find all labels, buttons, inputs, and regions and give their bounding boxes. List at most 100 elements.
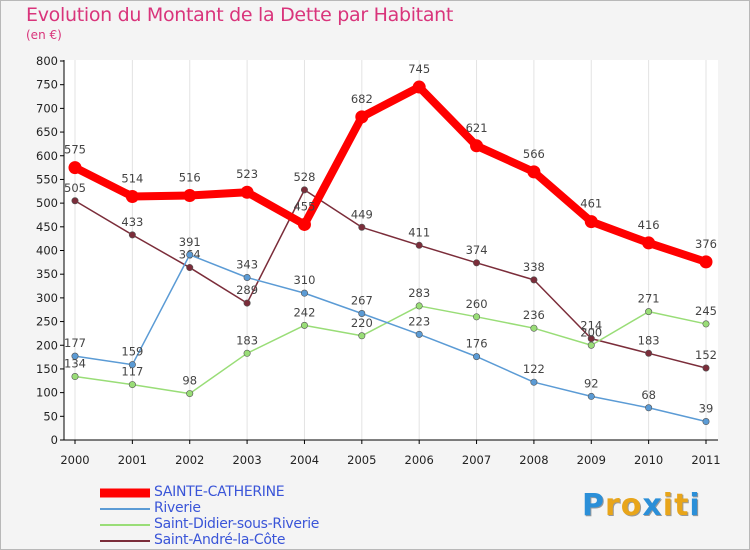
data-label-saint-andr-la-c-te-2004: 528: [293, 170, 315, 184]
point-saint-andr-la-c-te-2003: [243, 299, 251, 307]
x-tick-label-2000: 2000: [60, 453, 89, 467]
point-sainte-catherine-2005: [355, 110, 369, 124]
point-saint-andr-la-c-te-2000: [71, 197, 79, 205]
x-tick-label-2003: 2003: [232, 453, 261, 467]
data-label-riverie-2001: 159: [121, 345, 143, 359]
y-tick-label-750: 750: [36, 78, 58, 92]
point-saint-didier-sous-riverie-2002: [186, 390, 194, 398]
data-label-sainte-catherine-2004: 455: [293, 199, 315, 213]
x-tick-label-2006: 2006: [405, 453, 434, 467]
y-tick-label-350: 350: [36, 267, 58, 281]
point-saint-didier-sous-riverie-2006: [415, 302, 423, 310]
data-label-saint-andr-la-c-te-2006: 411: [408, 225, 430, 239]
plot-area: [64, 60, 718, 440]
data-label-saint-andr-la-c-te-2001: 433: [121, 215, 143, 229]
x-tick-label-2007: 2007: [462, 453, 491, 467]
logo-letter: o: [620, 488, 643, 523]
data-label-riverie-2005: 267: [351, 294, 373, 308]
point-saint-andr-la-c-te-2002: [186, 264, 194, 272]
point-sainte-catherine-2009: [584, 215, 598, 229]
data-label-riverie-2002: 391: [179, 235, 201, 249]
data-label-sainte-catherine-2003: 523: [236, 167, 258, 181]
point-sainte-catherine-2011: [699, 255, 713, 269]
point-saint-didier-sous-riverie-2005: [358, 332, 366, 340]
data-label-riverie-2004: 310: [293, 273, 315, 287]
data-label-saint-andr-la-c-te-2005: 449: [351, 207, 373, 221]
y-tick-label-100: 100: [36, 386, 58, 400]
data-label-riverie-2011: 39: [699, 402, 714, 416]
point-riverie-2000: [71, 352, 79, 360]
legend-label-saint-didier-sous-riverie: Saint-Didier-sous-Riverie: [154, 516, 320, 532]
data-label-sainte-catherine-2010: 416: [638, 218, 660, 232]
data-label-sainte-catherine-2011: 376: [695, 237, 717, 251]
point-saint-didier-sous-riverie-2004: [300, 321, 308, 329]
data-label-riverie-2009: 92: [584, 376, 599, 390]
point-saint-didier-sous-riverie-2009: [587, 341, 595, 349]
chart-subtitle: (en €): [26, 28, 62, 42]
data-label-riverie-2010: 68: [641, 388, 656, 402]
data-label-saint-didier-sous-riverie-2000: 134: [64, 357, 86, 371]
data-label-saint-didier-sous-riverie-2006: 283: [408, 286, 430, 300]
data-label-riverie-2003: 343: [236, 258, 258, 272]
point-riverie-2009: [587, 392, 595, 400]
logo-letter: i: [662, 488, 675, 523]
point-saint-andr-la-c-te-2008: [530, 276, 538, 284]
data-label-sainte-catherine-2008: 566: [523, 147, 545, 161]
point-saint-andr-la-c-te-2001: [128, 231, 136, 239]
point-riverie-2008: [530, 378, 538, 386]
point-sainte-catherine-2002: [183, 189, 197, 203]
point-riverie-2011: [702, 418, 710, 426]
data-label-sainte-catherine-2007: 621: [466, 121, 488, 135]
point-saint-andr-la-c-te-2004: [300, 186, 308, 194]
point-sainte-catherine-2008: [527, 165, 541, 179]
point-sainte-catherine-2003: [240, 185, 254, 199]
point-saint-andr-la-c-te-2010: [645, 349, 653, 357]
point-sainte-catherine-2007: [470, 139, 484, 153]
series-line-saint-andr-la-c-te: [74, 189, 707, 369]
series-line-sainte-catherine: [73, 83, 708, 266]
point-saint-andr-la-c-te-2006: [415, 241, 423, 249]
data-label-riverie-2000: 177: [64, 336, 86, 350]
y-tick-label-300: 300: [36, 291, 58, 305]
data-label-saint-didier-sous-riverie-2007: 260: [466, 297, 488, 311]
point-saint-didier-sous-riverie-2010: [645, 308, 653, 316]
y-tick-label-500: 500: [36, 196, 58, 210]
data-label-saint-didier-sous-riverie-2003: 183: [236, 333, 258, 347]
x-tick-label-2005: 2005: [347, 453, 376, 467]
point-riverie-2010: [645, 404, 653, 412]
point-saint-andr-la-c-te-2011: [702, 364, 710, 372]
x-tick-label-2008: 2008: [519, 453, 548, 467]
x-tick-label-2010: 2010: [634, 453, 663, 467]
data-label-sainte-catherine-2009: 461: [580, 197, 602, 211]
data-label-saint-didier-sous-riverie-2010: 271: [638, 292, 660, 306]
point-riverie-2002: [186, 251, 194, 259]
logo-letter: P: [582, 488, 605, 523]
data-label-sainte-catherine-2005: 682: [351, 92, 373, 106]
proxiti-logo: Proxiti: [582, 488, 701, 523]
y-tick-label-550: 550: [36, 172, 58, 186]
data-label-saint-andr-la-c-te-2008: 338: [523, 260, 545, 274]
x-tick-label-2001: 2001: [118, 453, 147, 467]
point-riverie-2003: [243, 274, 251, 282]
point-saint-didier-sous-riverie-2011: [702, 320, 710, 328]
data-label-saint-andr-la-c-te-2011: 152: [695, 348, 717, 362]
y-tick-label-200: 200: [36, 338, 58, 352]
y-tick-label-0: 0: [51, 433, 58, 447]
logo-letter: t: [674, 488, 690, 523]
y-tick-label-450: 450: [36, 220, 58, 234]
data-label-riverie-2007: 176: [466, 337, 488, 351]
data-label-saint-didier-sous-riverie-2005: 220: [351, 316, 373, 330]
point-saint-didier-sous-riverie-2001: [128, 381, 136, 389]
data-label-saint-andr-la-c-te-2000: 505: [64, 181, 86, 195]
y-tick-label-800: 800: [36, 54, 58, 68]
data-label-riverie-2006: 223: [408, 314, 430, 328]
point-saint-andr-la-c-te-2005: [358, 223, 366, 231]
logo-letter: r: [605, 488, 621, 523]
point-riverie-2005: [358, 310, 366, 318]
y-tick-label-400: 400: [36, 244, 58, 258]
point-sainte-catherine-2010: [642, 236, 656, 250]
point-sainte-catherine-2006: [412, 80, 426, 94]
point-sainte-catherine-2004: [297, 217, 311, 231]
series-line-saint-didier-sous-riverie: [74, 305, 707, 395]
data-label-saint-didier-sous-riverie-2008: 236: [523, 308, 545, 322]
